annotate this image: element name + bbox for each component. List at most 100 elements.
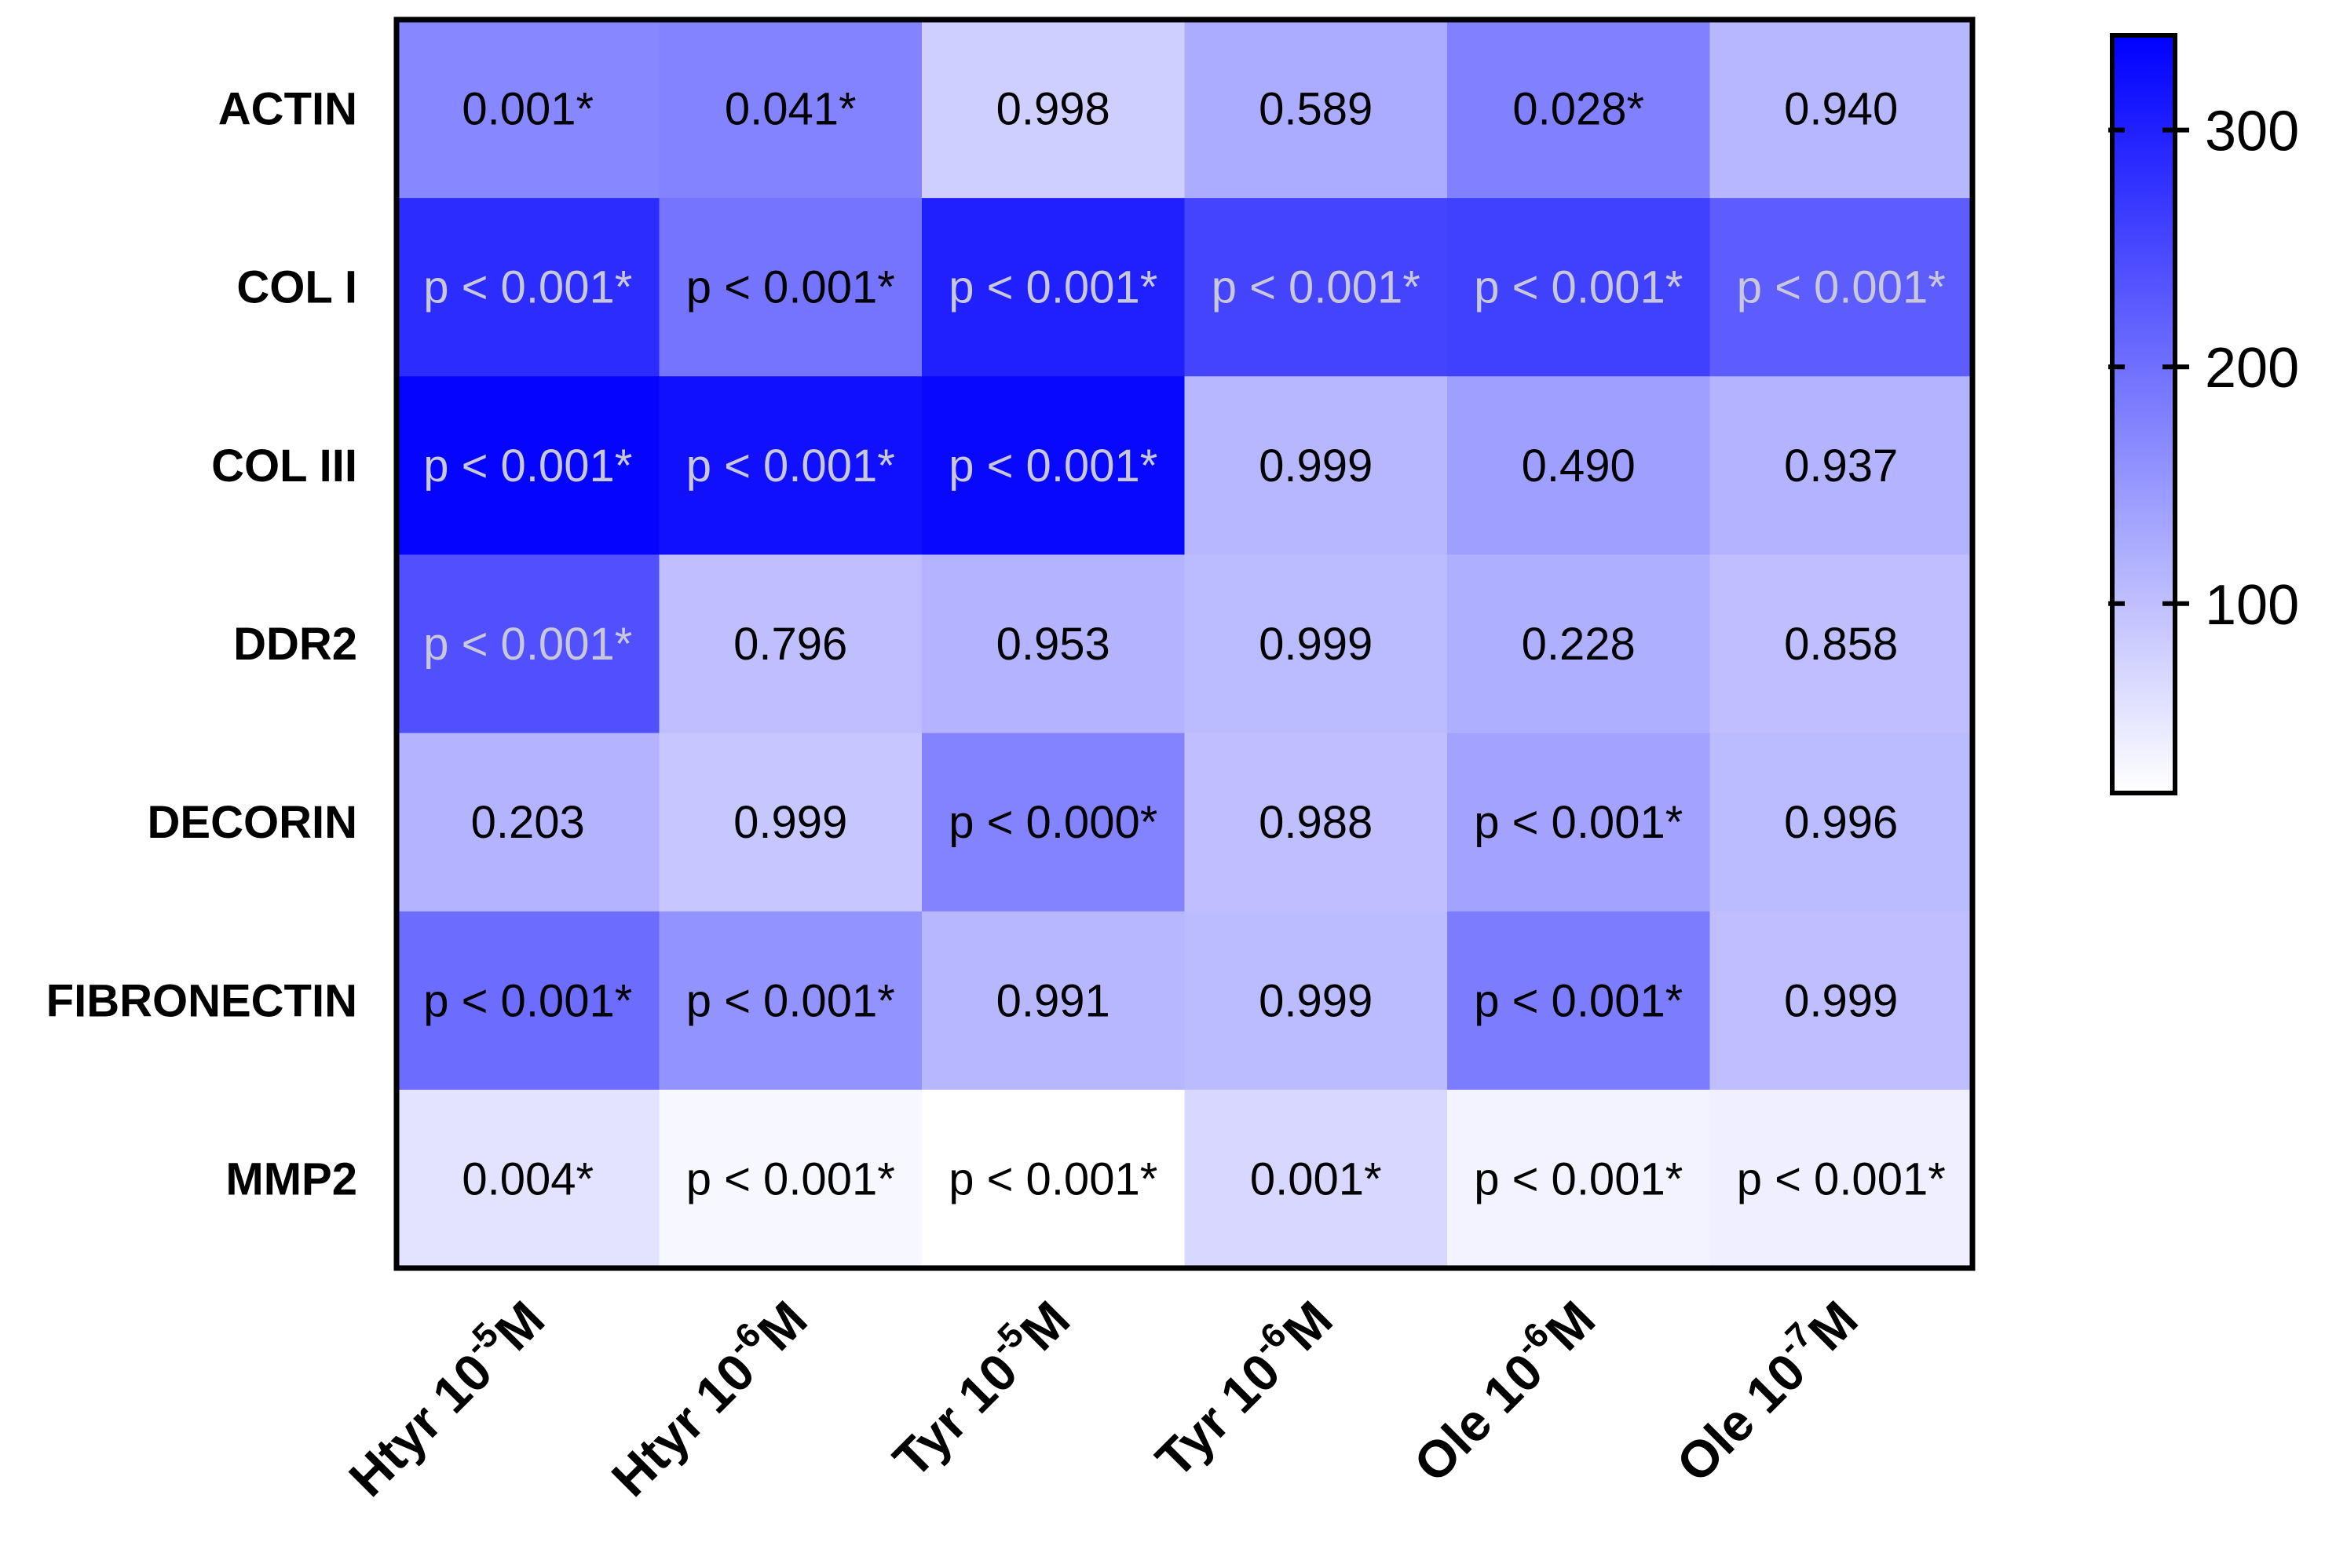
heatmap-cell — [1447, 376, 1711, 556]
heatmap-cell — [1447, 198, 1711, 377]
heatmap-cell — [659, 733, 923, 912]
cell-annotation: p < 0.001* — [423, 440, 632, 492]
heatmap-cell — [1709, 733, 1973, 912]
heatmap-cell — [659, 20, 923, 199]
heatmap-cell — [1184, 554, 1448, 734]
heatmap-cell — [922, 554, 1186, 734]
column-label: Ole 10-6M — [1398, 1285, 1606, 1493]
heatmap-cell — [922, 198, 1186, 377]
heatmap-cell — [1184, 376, 1448, 556]
row-label: COL III — [211, 440, 357, 492]
heatmap-cells: 0.001* 0.041* 0.998 0.589 0.028* 0.940 p < 0.0… — [397, 20, 1973, 1269]
cell-annotation: 0.953 — [996, 619, 1110, 670]
column-label: Ole 10-7M — [1660, 1285, 1868, 1493]
cell-annotation: 0.228 — [1522, 619, 1636, 670]
cell-annotation: p < 0.001* — [949, 440, 1157, 492]
color-scale-border — [2110, 33, 2177, 795]
heatmap-cell — [922, 1089, 1186, 1269]
cell-annotation: p < 0.000* — [949, 797, 1157, 848]
heatmap-cell — [397, 554, 660, 734]
cell-annotation: p < 0.001* — [686, 1153, 895, 1204]
column-label: Tyr 10-5M — [877, 1285, 1080, 1488]
heatmap-cell — [1184, 198, 1448, 377]
heatmap-cell — [397, 376, 660, 556]
heatmap-cell — [659, 198, 923, 377]
heatmap-cell — [922, 376, 1186, 556]
color-scale-tick-label: 100 — [2205, 574, 2299, 637]
heatmap-cell — [922, 733, 1186, 912]
cell-annotation: p < 0.001* — [423, 262, 632, 313]
heatmap-cell — [1184, 911, 1448, 1091]
heatmap-cell — [1447, 554, 1711, 734]
heatmap-cell — [1447, 733, 1711, 912]
cell-annotation: 0.996 — [1784, 797, 1898, 848]
heatmap-cell — [1184, 20, 1448, 199]
heatmap-cell — [659, 376, 923, 556]
cell-annotation: p < 0.001* — [423, 619, 632, 670]
heatmap-cell — [1709, 20, 1973, 199]
cell-annotation: 0.004* — [462, 1153, 594, 1204]
heatmap-cell — [397, 198, 660, 377]
cell-annotation: 0.988 — [1259, 797, 1373, 848]
color-scale-tick-label: 300 — [2205, 101, 2299, 163]
cell-annotation: p < 0.001* — [1474, 1153, 1683, 1204]
heatmap-cell — [397, 911, 660, 1091]
cell-annotation: p < 0.001* — [1212, 262, 1420, 313]
heatmap-cell — [659, 1089, 923, 1269]
heatmap-cell — [659, 554, 923, 734]
heatmap-cell — [659, 911, 923, 1091]
cell-annotation: 0.937 — [1784, 440, 1898, 492]
cell-annotation: 0.028* — [1512, 84, 1644, 135]
cell-annotation: p < 0.001* — [1474, 262, 1683, 313]
heatmap-cell — [1447, 1089, 1711, 1269]
cell-annotation: 0.999 — [1259, 619, 1373, 670]
cell-annotation: 0.796 — [733, 619, 847, 670]
row-label: DECORIN — [148, 797, 357, 848]
heatmap-cell — [1709, 1089, 1973, 1269]
heatmap-frame — [393, 16, 1976, 1271]
heatmap-cell — [1709, 198, 1973, 377]
row-label: MMP2 — [225, 1153, 357, 1204]
cell-annotation: 0.041* — [725, 84, 857, 135]
cell-annotation: p < 0.001* — [423, 975, 632, 1026]
cell-annotation: 0.589 — [1259, 84, 1373, 135]
plot-border — [393, 16, 1976, 1271]
column-label: Htyr 10-6M — [595, 1285, 817, 1507]
cell-annotation: p < 0.001* — [1737, 262, 1946, 313]
heatmap-cell — [1447, 911, 1711, 1091]
cell-annotation: 0.001* — [462, 84, 594, 135]
heatmap-cell — [1184, 1089, 1448, 1269]
cell-annotation: 0.999 — [1259, 440, 1373, 492]
color-scale-tick-label: 200 — [2205, 337, 2299, 400]
cell-annotation: 0.858 — [1784, 619, 1898, 670]
color-scale-bar — [2112, 35, 2175, 793]
cell-annotation: p < 0.001* — [949, 262, 1157, 313]
color-scale: 100 200 300 — [2108, 33, 2299, 795]
cell-annotation: p < 0.001* — [1737, 1153, 1946, 1204]
cell-annotation: p < 0.001* — [686, 975, 895, 1026]
cell-annotation: 0.940 — [1784, 84, 1898, 135]
heatmap-cell — [922, 911, 1186, 1091]
row-labels: ACTIN COL I COL III DDR2 DECORIN FIBRONECTIN M… — [46, 84, 357, 1205]
heatmap-cell — [397, 1089, 660, 1269]
row-label: ACTIN — [218, 84, 357, 135]
heatmap-cell — [1709, 554, 1973, 734]
heatmap-cell — [1709, 911, 1973, 1091]
heatmap-cell — [1709, 376, 1973, 556]
cell-annotation: 0.999 — [733, 797, 847, 848]
cell-annotation: 0.999 — [1784, 975, 1898, 1026]
cell-annotation: 0.203 — [471, 797, 585, 848]
cell-annotation: p < 0.001* — [1474, 797, 1683, 848]
cell-annotation: 0.998 — [996, 84, 1110, 135]
cell-annotation: 0.001* — [1250, 1153, 1382, 1204]
heatmap-cell — [397, 20, 660, 199]
cell-annotation: p < 0.001* — [686, 262, 895, 313]
column-label: Tyr 10-6M — [1139, 1285, 1343, 1488]
column-label: Htyr 10-5M — [333, 1285, 555, 1507]
heatmap-cell — [397, 733, 660, 912]
cell-annotation: 0.991 — [996, 975, 1110, 1026]
row-label: FIBRONECTIN — [46, 975, 357, 1026]
row-label: DDR2 — [233, 619, 357, 670]
cell-annotation: p < 0.001* — [949, 1153, 1157, 1204]
